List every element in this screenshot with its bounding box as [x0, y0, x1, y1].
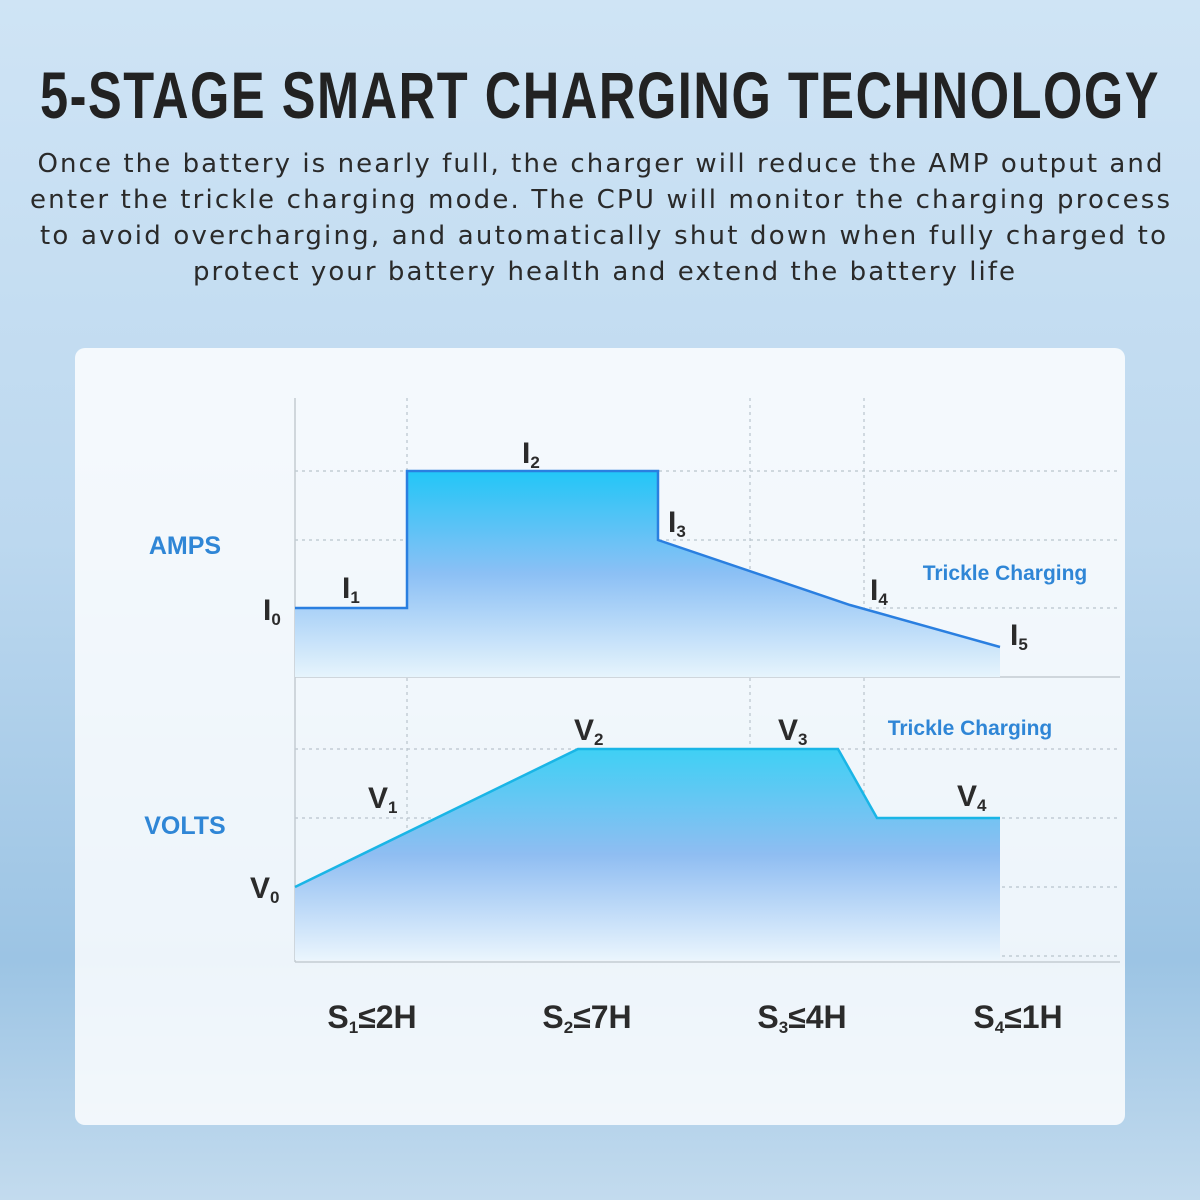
stage-label: S2≤7H [542, 999, 631, 1037]
label-subscript: 0 [271, 610, 280, 629]
annotation: Trickle Charging [923, 562, 1088, 585]
label-base: I [342, 572, 350, 605]
label-subscript: 5 [1018, 635, 1027, 654]
point-label: I2 [522, 437, 540, 472]
label-subscript: 1 [388, 798, 397, 817]
point-label: I3 [668, 506, 686, 541]
axis-label: AMPS [149, 532, 221, 560]
label-subscript: 4 [878, 590, 888, 609]
label-subscript: 2 [530, 453, 539, 472]
description-line: to avoid overcharging, and automatically… [40, 221, 1166, 251]
label-subscript: 4 [977, 796, 987, 815]
annotation: Trickle Charging [888, 717, 1053, 740]
axis-label: VOLTS [144, 812, 225, 840]
amps-curve [295, 469, 1001, 649]
description-line: protect your battery health and extend t… [193, 257, 1015, 287]
label-base: V [957, 780, 977, 813]
label-base: I [870, 574, 878, 607]
label-base: I [668, 506, 676, 539]
label-subscript: 1 [350, 588, 359, 607]
label-base: S [327, 999, 348, 1035]
stage-limit: ≤7H [573, 999, 631, 1035]
point-label: I5 [1010, 619, 1028, 654]
point-label: V1 [368, 782, 397, 817]
label-base: I [1010, 619, 1018, 652]
label-subscript: 3 [676, 522, 685, 541]
label-base: V [778, 714, 798, 747]
stage-label: S1≤2H [327, 999, 416, 1037]
point-label: I0 [263, 594, 281, 629]
stage-label: S4≤1H [973, 999, 1062, 1037]
label-base: V [574, 714, 594, 747]
stage-limit: ≤2H [358, 999, 416, 1035]
label-base: I [522, 437, 530, 470]
label-base: V [250, 872, 270, 905]
point-label: I4 [870, 574, 888, 609]
label-subscript: 4 [995, 1018, 1005, 1037]
stage-limit: ≤1H [1004, 999, 1062, 1035]
stage-limit: ≤4H [788, 999, 846, 1035]
label-base: V [368, 782, 388, 815]
point-label: V0 [250, 872, 279, 907]
description-line: enter the trickle charging mode. The CPU… [30, 185, 1170, 215]
label-subscript: 3 [798, 730, 807, 749]
point-label: V3 [778, 714, 807, 749]
label-base: S [973, 999, 994, 1035]
point-label: V2 [574, 714, 603, 749]
label-subscript: 0 [270, 888, 279, 907]
label-subscript: 3 [779, 1018, 788, 1037]
point-label: V4 [957, 780, 987, 815]
label-base: S [542, 999, 563, 1035]
label-subscript: 2 [594, 730, 603, 749]
label-base: I [263, 594, 271, 627]
label-subscript: 2 [564, 1018, 573, 1037]
description-line: Once the battery is nearly full, the cha… [38, 149, 1163, 179]
label-base: S [757, 999, 778, 1035]
amps-area [295, 471, 1000, 677]
stage-label: S3≤4H [757, 999, 846, 1037]
label-subscript: 1 [349, 1018, 358, 1037]
title: 5-STAGE SMART CHARGING TECHNOLOGY [40, 58, 1160, 132]
point-label: I1 [342, 572, 360, 607]
volts-curve [294, 747, 1000, 889]
